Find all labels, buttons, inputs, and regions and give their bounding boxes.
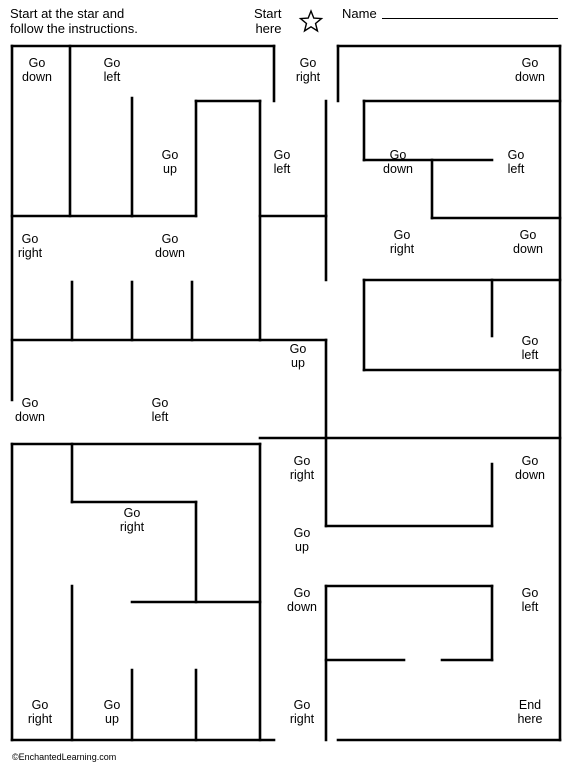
direction-label: Go left bbox=[506, 586, 554, 614]
direction-label: Go up bbox=[88, 698, 136, 726]
instruction-line1: Start at the star and bbox=[10, 6, 124, 21]
direction-label: Go up bbox=[146, 148, 194, 176]
copyright-footer: ©EnchantedLearning.com bbox=[12, 752, 116, 762]
name-label: Name bbox=[342, 6, 377, 21]
direction-label: Go right bbox=[6, 232, 54, 260]
start-here-label: Start here bbox=[254, 6, 281, 36]
direction-label: Go down bbox=[146, 232, 194, 260]
direction-label: Go left bbox=[258, 148, 306, 176]
star-icon bbox=[301, 11, 322, 31]
direction-label: Go right bbox=[378, 228, 426, 256]
direction-label: Go down bbox=[6, 396, 54, 424]
direction-label: Go up bbox=[278, 526, 326, 554]
instruction-line2: follow the instructions. bbox=[10, 21, 138, 36]
direction-label: Go right bbox=[278, 698, 326, 726]
worksheet-page: Start at the star and follow the instruc… bbox=[0, 0, 572, 766]
direction-label: Go left bbox=[506, 334, 554, 362]
direction-label: Go right bbox=[108, 506, 156, 534]
direction-label: Go right bbox=[284, 56, 332, 84]
direction-label: Go left bbox=[88, 56, 136, 84]
start-here-line1: Start bbox=[254, 6, 281, 21]
instruction-text: Start at the star and follow the instruc… bbox=[10, 6, 138, 36]
direction-label: Go up bbox=[274, 342, 322, 370]
maze-container: Go down Go left Go right Go down Go up Go lef… bbox=[12, 46, 560, 740]
direction-label: Go down bbox=[278, 586, 326, 614]
start-here-line2: here bbox=[255, 21, 281, 36]
direction-label: Go down bbox=[13, 56, 61, 84]
direction-label: End here bbox=[506, 698, 554, 726]
direction-label: Go down bbox=[374, 148, 422, 176]
direction-label: Go left bbox=[492, 148, 540, 176]
direction-label: Go right bbox=[16, 698, 64, 726]
direction-label: Go left bbox=[136, 396, 184, 424]
direction-label: Go right bbox=[278, 454, 326, 482]
direction-label: Go down bbox=[504, 228, 552, 256]
direction-label: Go down bbox=[506, 454, 554, 482]
direction-label: Go down bbox=[506, 56, 554, 84]
name-input-line[interactable] bbox=[382, 18, 558, 19]
